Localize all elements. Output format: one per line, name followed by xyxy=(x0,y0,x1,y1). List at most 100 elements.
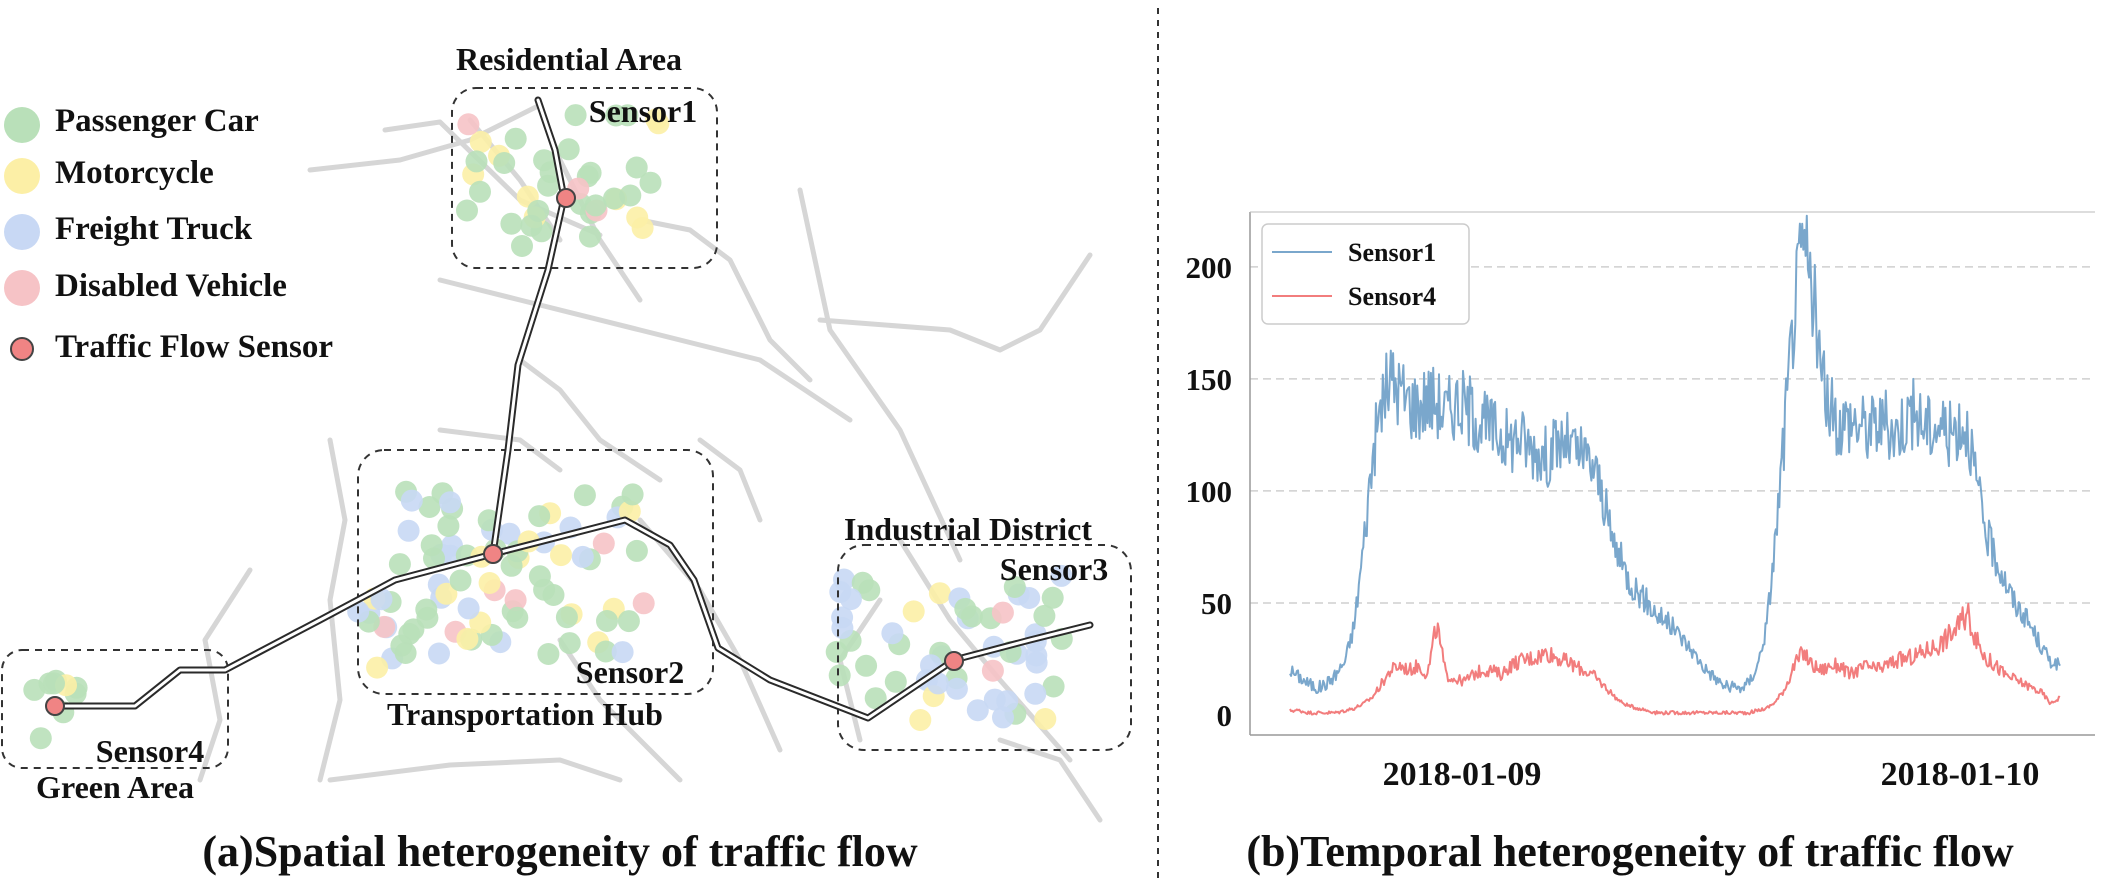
motorcycle-legend-swatch xyxy=(4,158,40,194)
vehicle-dot xyxy=(435,582,458,605)
vehicle-dot xyxy=(498,522,521,545)
passenger-car-legend-swatch xyxy=(4,107,40,143)
traffic-flow-sensor-legend-label: Traffic Flow Sensor xyxy=(55,329,333,365)
vehicle-dot xyxy=(1024,682,1047,705)
vehicle-dot xyxy=(596,610,618,632)
vehicle-dot xyxy=(592,532,615,555)
vehicle-dot xyxy=(550,544,572,567)
vehicle-dot xyxy=(504,127,527,150)
vehicle-dot xyxy=(945,677,968,700)
sensor1-marker xyxy=(556,188,576,208)
vehicle-dot xyxy=(533,149,556,172)
y-tick-label: 150 xyxy=(1186,362,1233,397)
vehicle-dot xyxy=(611,641,634,664)
vehicle-dot xyxy=(469,180,491,203)
disabled-vehicle-legend-swatch xyxy=(4,270,40,306)
sensor2-label: Sensor2 xyxy=(576,654,684,690)
vehicle-dot xyxy=(1003,576,1026,598)
vehicle-dot xyxy=(500,212,523,235)
vehicle-dot xyxy=(511,235,533,257)
vehicle-dot xyxy=(881,622,904,645)
vehicle-dot xyxy=(1042,675,1065,698)
disabled-vehicle-legend-label: Disabled Vehicle xyxy=(55,268,287,304)
y-tick-label: 0 xyxy=(1217,698,1233,733)
residential-area-box xyxy=(451,87,718,269)
vehicle-dot xyxy=(839,588,862,611)
vehicle-dot xyxy=(1025,651,1048,674)
sensor1-label: Sensor1 xyxy=(589,93,697,129)
vehicle-dot xyxy=(991,601,1014,624)
vehicle-dot xyxy=(402,618,425,641)
sensor4-label: Sensor4 xyxy=(96,733,204,769)
vehicle-dot xyxy=(828,664,851,687)
vehicle-dot xyxy=(632,592,655,615)
sensor4-marker xyxy=(45,696,65,716)
main-road-center xyxy=(53,518,1092,720)
left-panel-caption: (a)Spatial heterogeneity of traffic flow xyxy=(202,827,917,876)
vehicle-dot xyxy=(527,199,550,222)
motorcycle-legend-label: Motorcycle xyxy=(55,155,214,191)
y-tick-label: 100 xyxy=(1186,474,1233,509)
vehicle-dot xyxy=(557,138,580,161)
vehicle-dot xyxy=(420,534,443,557)
sensor3-marker xyxy=(944,651,964,671)
vehicle-dot xyxy=(603,187,625,210)
sensor3-label: Sensor3 xyxy=(1000,551,1108,587)
vehicle-dot xyxy=(981,659,1004,682)
vehicle-dot xyxy=(625,156,648,179)
vehicle-dot xyxy=(616,104,639,127)
vehicle-dot xyxy=(388,553,411,576)
vehicle-dot xyxy=(478,572,501,594)
x-axis-ticks: 2018-01-09 2018-01-10 xyxy=(1383,756,2040,793)
vehicle-dot xyxy=(645,108,668,131)
freight-truck-legend-swatch xyxy=(4,214,40,250)
green-area-label: Green Area xyxy=(36,769,194,805)
vehicle-dot xyxy=(564,104,587,127)
sensors xyxy=(45,188,964,716)
sensor4-legend-label: Sensor4 xyxy=(1348,282,1436,311)
vehicle-dot xyxy=(457,597,480,620)
traffic-flow-sensor-legend-swatch xyxy=(10,337,34,361)
vehicle-dot xyxy=(584,194,607,217)
freight-truck-legend-label: Freight Truck xyxy=(55,211,253,247)
green-area-box xyxy=(1,649,229,769)
vehicle-dot xyxy=(594,640,617,663)
y-tick-label: 50 xyxy=(1201,586,1232,621)
vehicle-dot xyxy=(449,569,472,592)
vehicle-dot xyxy=(418,496,441,518)
transportation-hub-box xyxy=(357,449,714,695)
vehicle-dot xyxy=(390,634,413,657)
chart-legend-box xyxy=(1261,223,1470,325)
vehicle-dot xyxy=(579,161,602,184)
vehicle-dot xyxy=(1041,586,1064,609)
vehicle-dot xyxy=(437,515,460,537)
vehicle-dot xyxy=(500,554,523,577)
vehicle-dot xyxy=(493,152,516,174)
vehicle-dot xyxy=(400,489,423,512)
vehicle-dot xyxy=(504,589,527,612)
vehicle-dot xyxy=(571,545,594,568)
vehicle-dot xyxy=(43,672,65,695)
vehicle-dot xyxy=(555,606,578,629)
passenger-car-legend-label: Passenger Car xyxy=(55,103,259,139)
vehicle-dot xyxy=(397,519,420,542)
vehicle-dot xyxy=(457,113,480,136)
temporal-chart: 0 50 100 150 200 2018-01-09 2018-01-10 Sensor… xyxy=(1186,211,2095,793)
vehicle-dot xyxy=(469,130,492,153)
vehicle-dot xyxy=(573,484,596,507)
vehicle-dot xyxy=(954,597,977,620)
vehicle-dot xyxy=(928,582,951,605)
vehicle-legend: Passenger Car Motorcycle Freight Truck D… xyxy=(4,103,333,365)
vehicle-dot xyxy=(855,654,878,677)
transportation-hub-label: Transportation Hub xyxy=(387,696,663,732)
vehicle-dot xyxy=(639,171,662,194)
vehicle-dot xyxy=(456,627,479,650)
vehicle-dot xyxy=(1033,604,1056,627)
vehicle-dot xyxy=(902,600,925,623)
x-tick-label: 2018-01-09 xyxy=(1383,756,1542,793)
x-tick-label: 2018-01-10 xyxy=(1881,756,2040,793)
industrial-district-label: Industrial District xyxy=(844,511,1092,547)
vehicle-dot xyxy=(992,706,1014,729)
vehicle-dot xyxy=(864,687,887,710)
industrial-district-box xyxy=(837,544,1132,751)
